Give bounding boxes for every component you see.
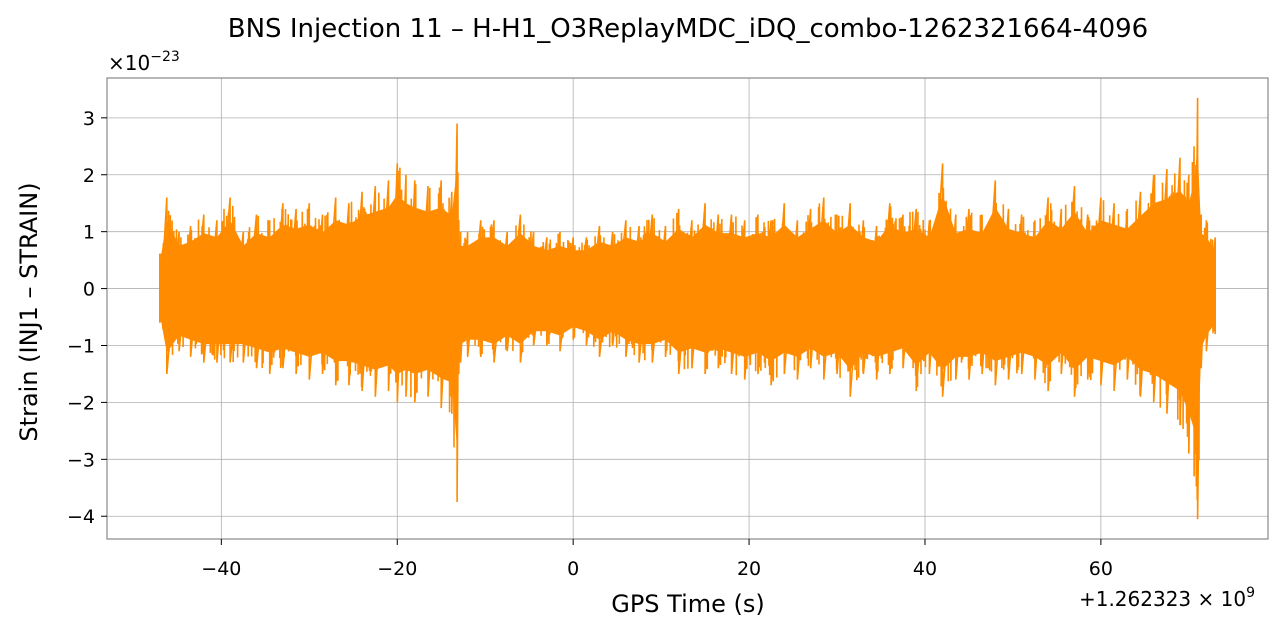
- x-tick-label: 0: [567, 558, 579, 580]
- y-tick-label: 0: [83, 279, 95, 301]
- plot-area: [159, 97, 1217, 520]
- plot-frame: [106, 77, 1269, 540]
- y-tick-label: −3: [67, 449, 95, 471]
- x-tick-label: −40: [201, 558, 241, 580]
- y-tick-label: 3: [83, 108, 95, 130]
- x-tick-label: 60: [1089, 558, 1113, 580]
- x-axis-ticks: −40 −20 0 20 40 60: [201, 539, 1113, 580]
- chart-title: BNS Injection 11 – H-H1_O3ReplayMDC_iDQ_…: [228, 14, 1148, 44]
- y-axis-ticks: 3 2 1 0 −1 −2 −3 −4: [67, 108, 107, 528]
- y-tick-label: −4: [67, 506, 95, 528]
- y-axis-label: Strain (INJ1 – STRAIN): [15, 182, 43, 441]
- x-tick-label: 20: [737, 558, 761, 580]
- y-tick-label: −2: [67, 392, 95, 414]
- x-axis-offset-label: +1.262323 × 109: [1079, 585, 1255, 611]
- x-tick-label: −20: [377, 558, 417, 580]
- x-axis-label: GPS Time (s): [611, 590, 765, 618]
- y-axis-scale-factor: ×10−23: [108, 49, 180, 75]
- x-tick-label: 40: [913, 558, 937, 580]
- y-tick-label: 2: [83, 165, 95, 187]
- y-tick-label: −1: [67, 335, 95, 357]
- y-tick-label: 1: [83, 222, 95, 244]
- strain-signal-line: [159, 97, 1217, 520]
